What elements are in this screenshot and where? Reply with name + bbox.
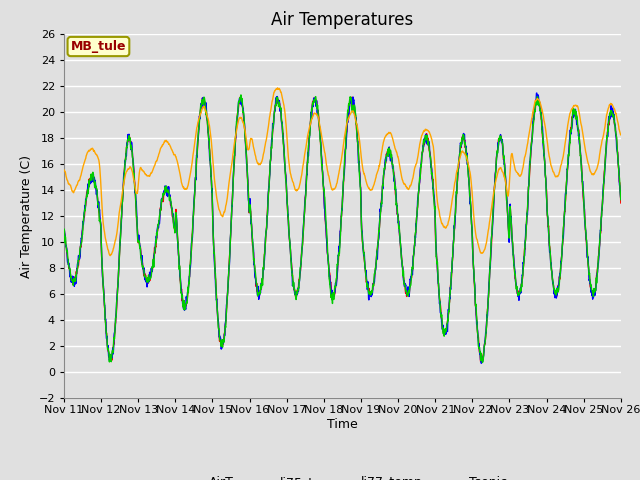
Legend: AirT, li75_t, li77_temp, Tsonic: AirT, li75_t, li77_temp, Tsonic: [173, 471, 512, 480]
Text: MB_tule: MB_tule: [70, 40, 126, 53]
Title: Air Temperatures: Air Temperatures: [271, 11, 413, 29]
X-axis label: Time: Time: [327, 418, 358, 431]
Y-axis label: Air Temperature (C): Air Temperature (C): [20, 155, 33, 277]
